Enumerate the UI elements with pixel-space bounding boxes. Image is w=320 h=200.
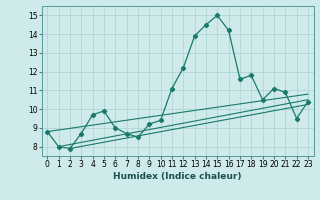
X-axis label: Humidex (Indice chaleur): Humidex (Indice chaleur): [113, 172, 242, 181]
